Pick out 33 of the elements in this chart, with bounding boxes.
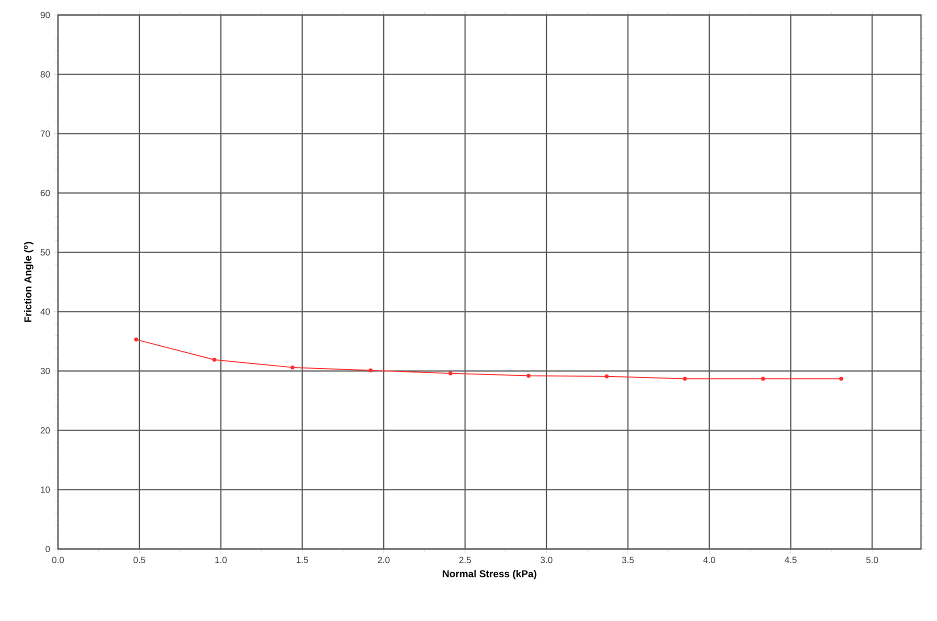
x-tick-label: 0.5	[134, 556, 146, 564]
point	[448, 371, 452, 376]
y-tick-label: 60	[40, 190, 50, 196]
x-tick-label: 2.0	[378, 556, 390, 564]
point	[682, 376, 687, 381]
point	[290, 365, 294, 370]
point	[604, 374, 609, 378]
y-tick-label: 10	[40, 486, 50, 493]
x-tick-label: 4.0	[703, 556, 716, 564]
y-tick-label: 40	[40, 308, 50, 315]
y-tick-label: 20	[40, 427, 50, 434]
point	[212, 358, 216, 362]
point	[368, 368, 373, 372]
y-tick-label: 30	[40, 368, 50, 374]
x-tick-label: 3.5	[622, 556, 634, 564]
y-tick-label: 90	[40, 12, 50, 18]
y-tick-label: 70	[40, 130, 50, 137]
x-tick-label: 1.0	[215, 556, 227, 564]
point	[839, 376, 844, 381]
y-axis-title: Friction Angle ($^{o}$)	[24, 242, 34, 322]
y-tick-label: 80	[40, 71, 50, 78]
point	[134, 338, 138, 342]
x-tick-label: 2.5	[459, 556, 471, 564]
x-tick-label: 1.5	[296, 556, 308, 564]
point	[526, 374, 531, 378]
x-axis-title: Normal Stress (kPa)	[442, 570, 536, 580]
x-tick-label: 0.0	[52, 556, 64, 564]
x-tick-label: 3.0	[540, 556, 552, 564]
point	[761, 376, 766, 381]
x-tick-label: 4.5	[784, 556, 797, 564]
x-tick-label: 5.0	[866, 556, 878, 564]
y-tick-label: 0	[46, 546, 50, 552]
y-tick-label: 50	[40, 249, 50, 256]
